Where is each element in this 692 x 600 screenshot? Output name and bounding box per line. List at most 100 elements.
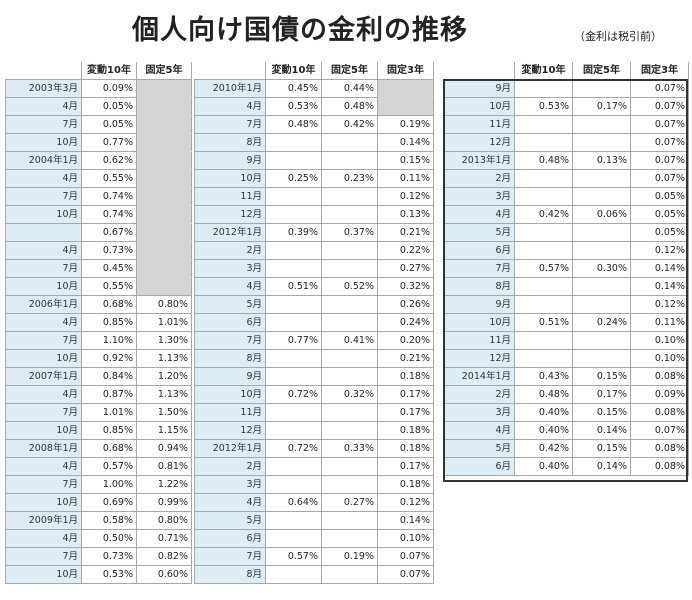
rate-cell: 0.40% (514, 421, 573, 440)
row-label: 12月 (443, 349, 515, 368)
row-label: 2月 (443, 385, 515, 404)
rate-cell: 0.18% (377, 475, 434, 494)
row-label: 2004年1月 (5, 151, 82, 170)
rate-cell: 0.24% (377, 313, 434, 332)
rate-cell: 0.41% (321, 331, 378, 350)
rate-cell: 0.05% (81, 97, 137, 116)
rate-cell (265, 511, 322, 530)
rate-cell (321, 295, 378, 314)
rate-cell: 0.21% (377, 223, 434, 242)
rate-table-2: 変動10年 固定5年 固定3年 2010年1月 0.45% 0.44% 4月 0.53% 0.4… (194, 62, 434, 584)
rate-cell (321, 403, 378, 422)
table-row: 3月 0.05% (443, 187, 689, 206)
column-header: 変動10年 (514, 62, 573, 80)
rate-cell (572, 187, 631, 206)
rate-cell: 0.06% (572, 205, 631, 224)
row-label: 2月 (443, 169, 515, 188)
rate-cell: 0.14% (630, 277, 689, 296)
rate-cell: 0.81% (136, 457, 192, 476)
rate-cell: 0.08% (630, 367, 689, 386)
rate-cell: 0.15% (377, 151, 434, 170)
rate-cell (321, 259, 378, 278)
row-label: 2009年1月 (5, 511, 82, 530)
rate-cell: 0.08% (630, 457, 689, 476)
row-label: 7月 (5, 547, 82, 566)
rate-cell: 0.71% (136, 529, 192, 548)
rate-cell: 0.50% (81, 529, 137, 548)
rate-cell (514, 187, 573, 206)
row-label: 4月 (5, 385, 82, 404)
table-row: 2月 0.17% (194, 457, 434, 476)
rate-cell (265, 349, 322, 368)
rate-cell: 0.09% (630, 385, 689, 404)
rate-cell: 0.07% (630, 169, 689, 188)
row-label: 4月 (5, 457, 82, 476)
rate-cell (572, 169, 631, 188)
table-row: 5月 0.26% (194, 295, 434, 314)
table-row: 10月 0.77% (5, 133, 192, 152)
column-header: 変動10年 (265, 62, 322, 80)
rate-cell: 0.27% (321, 493, 378, 512)
table-row: 10月 0.53% 0.17% 0.07% (443, 97, 689, 116)
rate-cell: 0.43% (514, 367, 573, 386)
rate-cell: 1.30% (136, 331, 192, 350)
rate-cell (321, 133, 378, 152)
rate-cell (136, 115, 192, 134)
row-label: 2012年1月 (194, 439, 266, 458)
rate-cell: 0.44% (321, 79, 378, 98)
row-label: 5月 (443, 223, 515, 242)
rate-cell: 0.48% (514, 385, 573, 404)
rate-cell: 0.40% (514, 403, 573, 422)
rate-cell: 0.51% (265, 277, 322, 296)
rate-cell: 0.80% (136, 511, 192, 530)
rate-cell (265, 259, 322, 278)
rate-cell: 0.26% (377, 295, 434, 314)
table-row: 7月 0.73% 0.82% (5, 547, 192, 566)
table-row: 7月 1.10% 1.30% (5, 331, 192, 350)
rate-cell: 0.57% (514, 259, 573, 278)
row-label: 4月 (194, 493, 266, 512)
rate-cell: 0.13% (377, 205, 434, 224)
row-label: 3月 (443, 403, 515, 422)
table-row: 8月 0.21% (194, 349, 434, 368)
rate-cell: 0.74% (81, 187, 137, 206)
row-label: 3月 (194, 259, 266, 278)
table-row: 11月 0.10% (443, 331, 689, 350)
table-row: 8月 0.07% (194, 565, 434, 584)
rate-cell: 0.05% (630, 187, 689, 206)
rate-cell: 0.99% (136, 493, 192, 512)
rate-cell (321, 349, 378, 368)
row-label: 10月 (194, 169, 266, 188)
row-label (5, 223, 82, 242)
table-row: 12月 0.10% (443, 349, 689, 368)
rate-cell: 0.07% (377, 565, 434, 584)
row-label: 3月 (194, 475, 266, 494)
table-row: 7月 0.77% 0.41% 0.20% (194, 331, 434, 350)
rate-cell (265, 241, 322, 260)
rate-cell (514, 79, 573, 98)
table-row: 4月 0.42% 0.06% 0.05% (443, 205, 689, 224)
row-label: 9月 (194, 367, 266, 386)
row-label: 9月 (443, 295, 515, 314)
rate-cell: 0.14% (377, 133, 434, 152)
table-row: 6月 0.40% 0.14% 0.08% (443, 457, 689, 476)
table-row: 10月 0.25% 0.23% 0.11% (194, 169, 434, 188)
rate-cell: 0.73% (81, 241, 137, 260)
rate-cell: 0.17% (377, 457, 434, 476)
rate-cell: 0.07% (630, 421, 689, 440)
rate-cell: 0.19% (377, 115, 434, 134)
table-row: 4月 0.85% 1.01% (5, 313, 192, 332)
rate-cell: 0.42% (514, 439, 573, 458)
rate-cell: 0.19% (321, 547, 378, 566)
rate-cell (572, 79, 631, 98)
rate-cell: 0.07% (377, 547, 434, 566)
rate-cell: 0.10% (630, 331, 689, 350)
rate-cell: 0.11% (630, 313, 689, 332)
rate-cell: 0.08% (630, 403, 689, 422)
rate-cell (265, 565, 322, 584)
row-label: 7月 (5, 475, 82, 494)
header-blank (443, 62, 515, 80)
table-row: 2004年1月 0.62% (5, 151, 192, 170)
rate-cell (136, 259, 192, 278)
rate-cell: 0.27% (377, 259, 434, 278)
